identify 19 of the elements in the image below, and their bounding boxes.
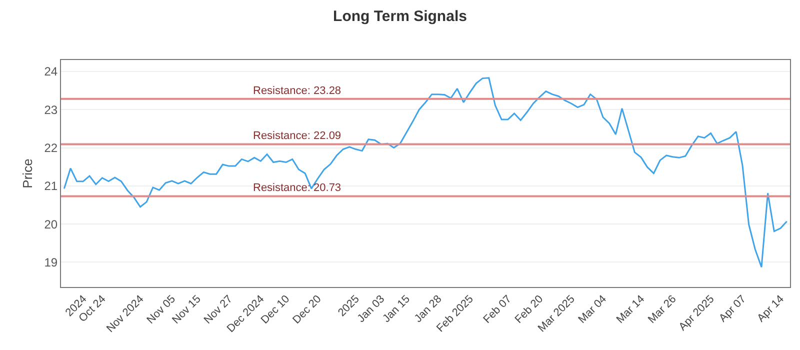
line-series — [63, 77, 788, 268]
y-tick-label: 23 — [44, 102, 58, 117]
y-tick-label: 21 — [44, 179, 58, 194]
x-tick-label: Apr 07 — [717, 293, 748, 325]
y-tick-label: 22 — [44, 140, 58, 155]
x-tick-label: Mar 14 — [614, 293, 648, 326]
x-tick-label: Mar 26 — [646, 293, 679, 326]
x-tick-label: Feb 07 — [481, 293, 514, 326]
x-tick-label: Apr 14 — [755, 293, 786, 325]
ref-line-label: Resistance: 20.73 — [253, 182, 342, 194]
chart-title: Long Term Signals — [333, 8, 467, 25]
ref-line-label: Resistance: 23.28 — [253, 85, 342, 97]
y-axis-title: Price — [20, 158, 36, 188]
x-tick-label: Mar 04 — [576, 293, 610, 326]
ref-line-label: Resistance: 22.09 — [253, 130, 342, 142]
y-tick-label: 20 — [44, 217, 58, 232]
y-tick-label: 24 — [44, 64, 58, 79]
y-tick-label: 19 — [44, 255, 58, 270]
x-tick-label: Dec 20 — [290, 293, 324, 326]
